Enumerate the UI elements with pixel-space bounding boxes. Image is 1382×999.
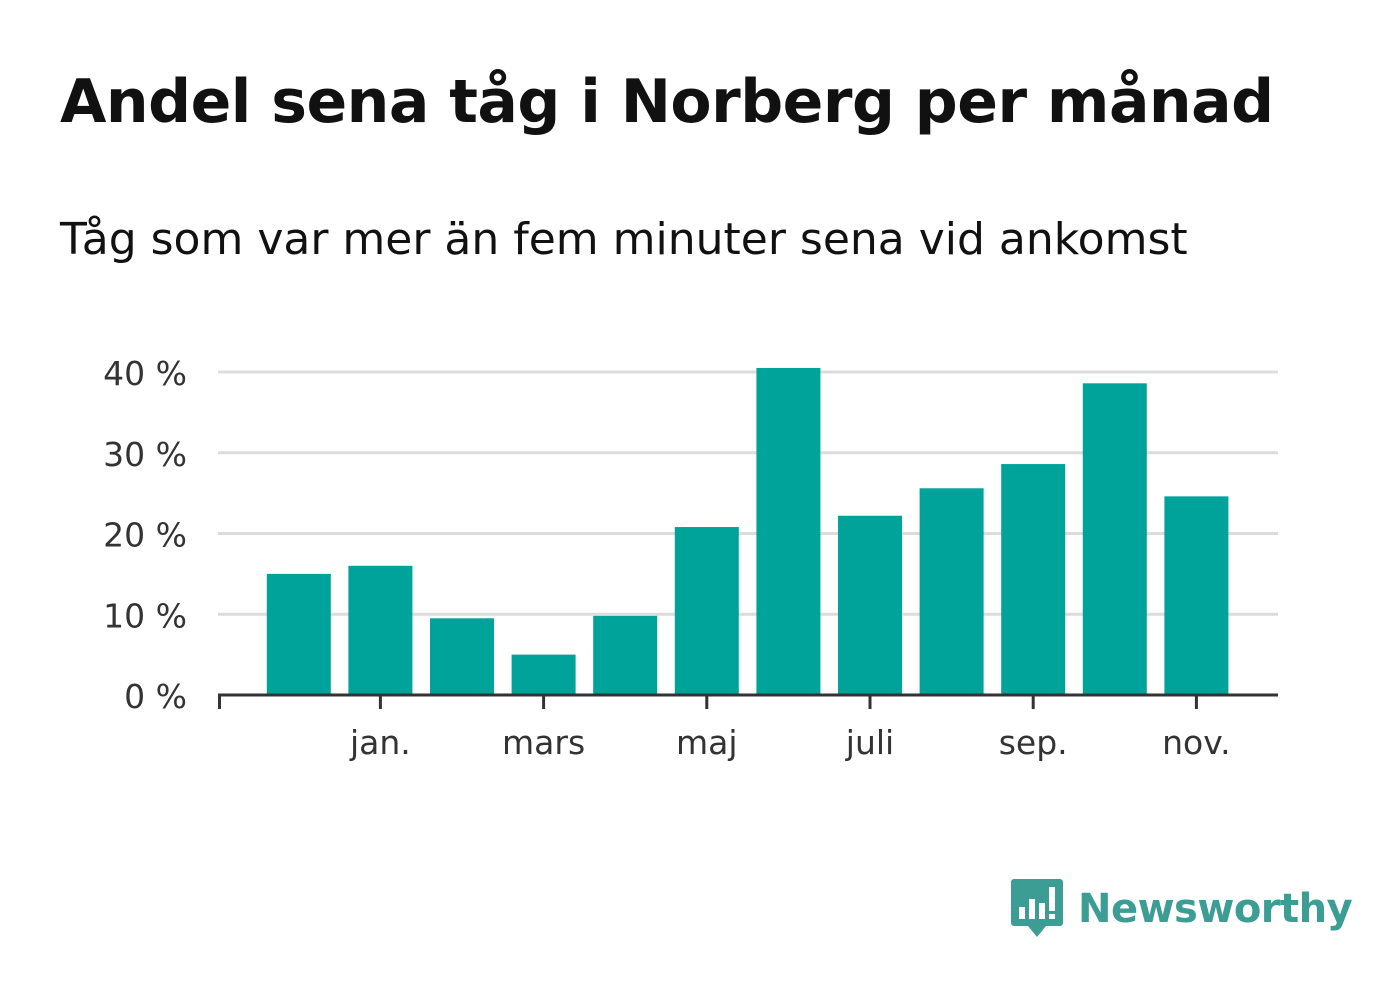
y-tick-label: 30 % xyxy=(103,435,187,474)
y-tick-label: 40 % xyxy=(103,354,187,393)
x-tick-label: sep. xyxy=(999,723,1068,762)
bar-jan xyxy=(348,565,413,695)
y-tick-label: 0 % xyxy=(124,677,187,716)
bar-juni xyxy=(756,367,821,695)
bar-juli xyxy=(838,515,902,695)
y-axis-labels: 0 % 10 % 20 % 30 % 40 % xyxy=(103,354,187,716)
x-tick-label: nov. xyxy=(1162,723,1231,762)
bar-sep xyxy=(1001,464,1066,695)
x-tick-label: jan. xyxy=(349,723,411,762)
bar-apr xyxy=(593,615,658,695)
bar-okt xyxy=(1082,383,1147,695)
bar-mars xyxy=(511,654,576,695)
bar-dec xyxy=(266,573,331,695)
bars xyxy=(266,367,1229,695)
bar-aug xyxy=(919,488,984,695)
x-tick-label: mars xyxy=(502,723,585,762)
x-tick-label: maj xyxy=(676,723,738,762)
bar-feb xyxy=(430,618,494,695)
bar-nov xyxy=(1164,496,1229,695)
x-axis xyxy=(218,693,1278,709)
newsworthy-chat-bars-icon xyxy=(1011,879,1063,937)
newsworthy-logo: Newsworthy xyxy=(1010,876,1353,942)
chart-subtitle: Tåg som var mer än fem minuter sena vid … xyxy=(60,214,1188,265)
y-tick-label: 10 % xyxy=(103,596,187,635)
brand-name: Newsworthy xyxy=(1078,886,1353,932)
chart-title: Andel sena tåg i Norberg per månad xyxy=(60,67,1274,137)
bar-maj xyxy=(674,527,739,695)
x-tick-label: juli xyxy=(845,723,894,762)
y-tick-label: 20 % xyxy=(103,516,187,555)
x-axis-labels: jan. mars maj juli sep. nov. xyxy=(349,723,1231,762)
